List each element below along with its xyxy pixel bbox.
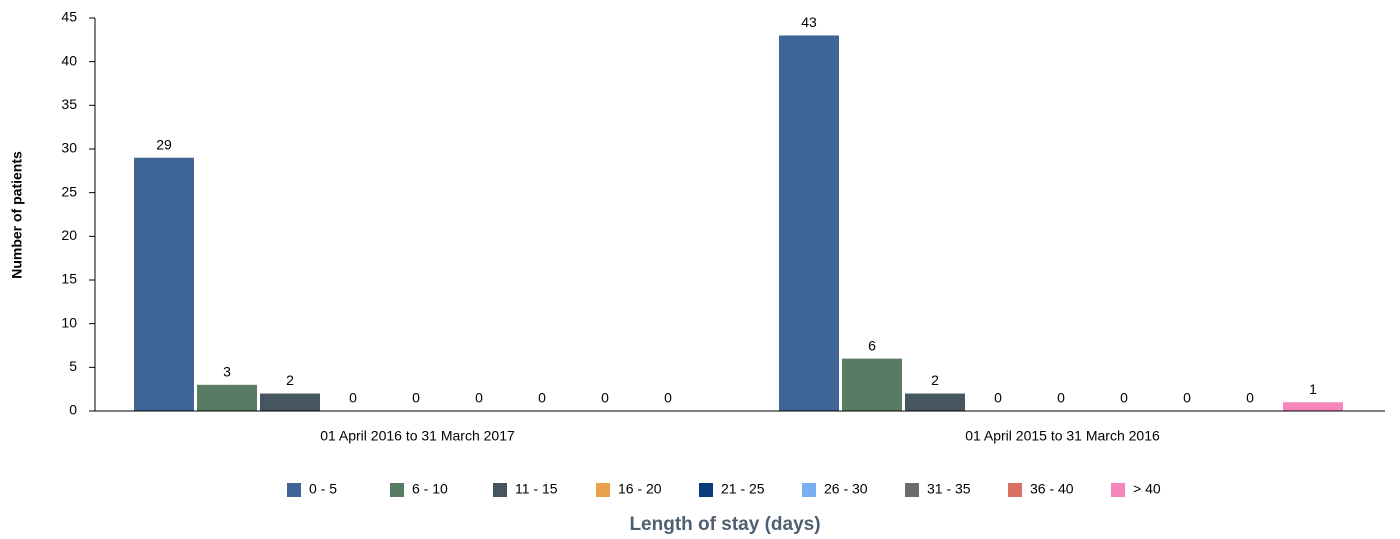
value-label: 0	[664, 390, 672, 406]
bar	[905, 393, 965, 411]
value-label: 0	[1183, 390, 1191, 406]
x-tick-label: 01 April 2016 to 31 March 2017	[320, 428, 515, 444]
y-tick-label: 5	[69, 358, 77, 374]
value-label: 6	[868, 337, 876, 353]
value-label: 0	[412, 390, 420, 406]
legend-label: 31 - 35	[927, 481, 971, 497]
value-label: 2	[931, 372, 939, 388]
bar	[134, 157, 194, 411]
value-label: 0	[1057, 390, 1065, 406]
y-tick-label: 10	[61, 314, 77, 330]
legend-label: 21 - 25	[721, 481, 765, 497]
legend-label: 6 - 10	[412, 481, 448, 497]
legend-label: > 40	[1133, 481, 1161, 497]
y-tick-label: 15	[61, 271, 77, 287]
y-tick-label: 40	[61, 52, 77, 68]
value-label: 3	[223, 364, 231, 380]
value-label: 0	[601, 390, 609, 406]
value-label: 0	[1120, 390, 1128, 406]
bar	[197, 384, 257, 411]
x-tick-label: 01 April 2015 to 31 March 2016	[965, 428, 1160, 444]
legend-swatch	[596, 483, 610, 497]
y-axis-title: Number of patients	[9, 151, 25, 279]
y-tick-label: 35	[61, 96, 77, 112]
legend-label: 11 - 15	[515, 481, 558, 497]
bar	[1283, 402, 1343, 411]
value-label: 0	[538, 390, 546, 406]
bar	[260, 393, 320, 411]
value-label: 0	[994, 390, 1002, 406]
y-tick-label: 0	[69, 402, 77, 418]
value-label: 0	[475, 390, 483, 406]
value-label: 1	[1309, 381, 1317, 397]
value-label: 2	[286, 372, 294, 388]
legend-swatch	[699, 483, 713, 497]
legend-swatch	[493, 483, 507, 497]
bar	[779, 35, 839, 411]
legend-swatch	[1111, 483, 1125, 497]
legend-swatch	[287, 483, 301, 497]
value-label: 0	[1246, 390, 1254, 406]
y-tick-label: 20	[61, 227, 77, 243]
legend-swatch	[390, 483, 404, 497]
value-label: 29	[156, 136, 172, 152]
legend-label: 26 - 30	[824, 481, 868, 497]
x-axis-title: Length of stay (days)	[629, 514, 820, 535]
legend-label: 36 - 40	[1030, 481, 1074, 497]
legend-swatch	[1008, 483, 1022, 497]
value-label: 43	[801, 14, 817, 30]
legend-swatch	[905, 483, 919, 497]
value-label: 0	[349, 390, 357, 406]
legend-swatch	[802, 483, 816, 497]
y-tick-label: 45	[61, 9, 77, 25]
y-tick-label: 25	[61, 183, 77, 199]
legend-label: 0 - 5	[309, 481, 337, 497]
legend-label: 16 - 20	[618, 481, 662, 497]
bar	[842, 358, 902, 411]
y-tick-label: 30	[61, 140, 77, 156]
